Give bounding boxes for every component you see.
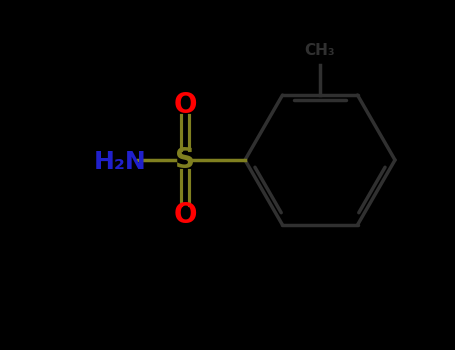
Text: O: O [173, 91, 197, 119]
Text: H₂N: H₂N [94, 150, 147, 174]
Text: CH₃: CH₃ [305, 43, 335, 58]
Text: S: S [175, 146, 195, 174]
Text: O: O [173, 201, 197, 229]
